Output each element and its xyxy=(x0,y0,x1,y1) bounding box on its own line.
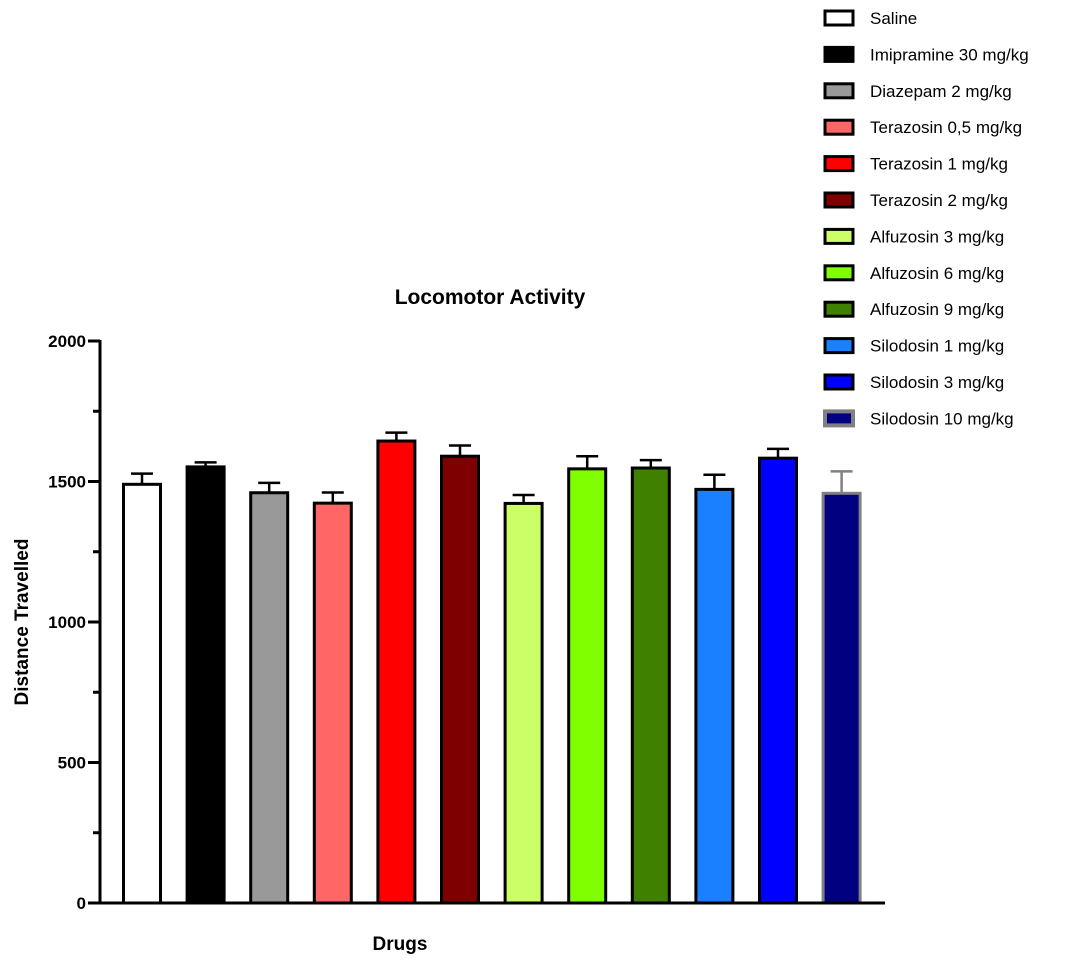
bar xyxy=(821,491,862,905)
legend-swatch xyxy=(823,373,855,391)
y-tick-label: 2000 xyxy=(48,332,86,351)
bar xyxy=(503,501,544,905)
legend-label: Diazepam 2 mg/kg xyxy=(870,82,1012,101)
legend-label: Silodosin 1 mg/kg xyxy=(870,337,1004,356)
y-tick-label: 0 xyxy=(77,894,86,913)
legend-swatch xyxy=(823,155,855,173)
legend-label: Alfuzosin 9 mg/kg xyxy=(870,300,1004,319)
legend-swatch xyxy=(823,337,855,355)
legend-label: Terazosin 2 mg/kg xyxy=(870,191,1008,210)
chart-title: Locomotor Activity xyxy=(395,286,586,309)
bar xyxy=(694,487,735,905)
bar xyxy=(758,456,798,905)
legend-swatch xyxy=(823,264,855,282)
bar xyxy=(312,501,353,905)
axes-layer: 0 500 1000 1500 2000 xyxy=(48,332,885,913)
legend-swatch xyxy=(823,409,855,428)
bar xyxy=(122,482,162,905)
legend-label: Terazosin 1 mg/kg xyxy=(870,155,1008,174)
legend-label: Alfuzosin 6 mg/kg xyxy=(870,264,1004,283)
bar xyxy=(185,465,226,905)
y-tick-label: 500 xyxy=(58,754,86,773)
legend-swatch xyxy=(823,9,855,27)
legend-swatch xyxy=(823,300,855,318)
x-axis-label: Drugs xyxy=(373,934,428,955)
legend-swatch xyxy=(823,227,855,245)
bar xyxy=(376,439,417,905)
y-tick-label: 1500 xyxy=(48,473,86,492)
bar xyxy=(567,467,608,905)
y-axis-label: Distance Travelled xyxy=(12,539,33,706)
y-tick-label: 1000 xyxy=(48,613,86,632)
bars-layer xyxy=(122,439,862,905)
legend-swatch xyxy=(823,45,855,63)
legend-label: Saline xyxy=(870,9,917,28)
legend: Saline Imipramine 30 mg/kg Diazepam 2 mg/k… xyxy=(823,9,1029,428)
bar xyxy=(249,491,290,905)
legend-label: Silodosin 10 mg/kg xyxy=(870,409,1014,428)
legend-swatch xyxy=(823,118,855,136)
legend-swatch xyxy=(823,82,855,100)
error-bars-layer xyxy=(131,431,853,504)
legend-label: Terazosin 0,5 mg/kg xyxy=(870,118,1022,137)
legend-label: Silodosin 3 mg/kg xyxy=(870,373,1004,392)
legend-swatch xyxy=(823,191,855,209)
legend-label: Imipramine 30 mg/kg xyxy=(870,45,1029,64)
bar xyxy=(440,454,480,905)
legend-label: Alfuzosin 3 mg/kg xyxy=(870,227,1004,246)
bar xyxy=(630,466,671,905)
